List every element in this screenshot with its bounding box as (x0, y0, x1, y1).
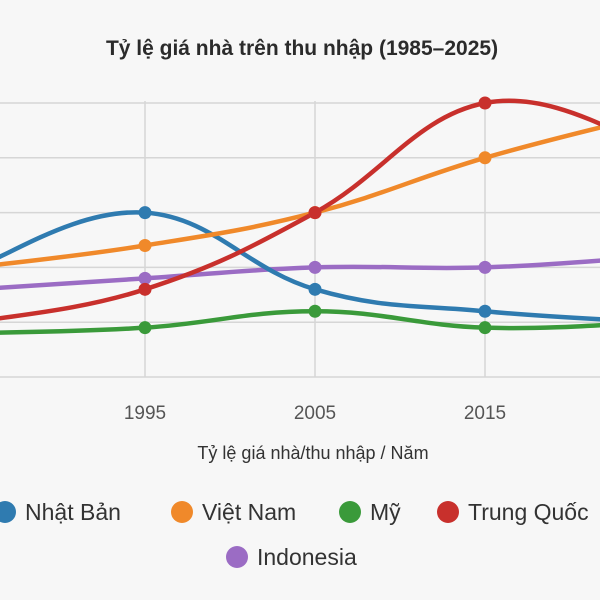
series-line (0, 125, 600, 267)
data-point (138, 321, 152, 335)
data-point (138, 238, 152, 252)
horizontal-gridlines (0, 102, 600, 378)
legend: Nhật Bản Việt Nam Mỹ Trung Quốc Indonesia (0, 499, 589, 570)
legend-swatch (339, 501, 361, 523)
legend-swatch (171, 501, 193, 523)
x-axis-tick-labels: 1995 2005 2015 (124, 403, 506, 424)
x-tick-label: 2015 (464, 403, 506, 424)
data-point (478, 304, 492, 318)
legend-label: Nhật Bản (25, 499, 121, 525)
x-axis-label: Tỷ lệ giá nhà/thu nhập / Năm (197, 443, 428, 463)
legend-swatch (437, 501, 459, 523)
data-point (308, 260, 322, 274)
x-tick-label: 1995 (124, 403, 166, 424)
data-point (478, 321, 492, 335)
data-point (478, 151, 492, 165)
series-line (0, 98, 600, 321)
data-point (138, 271, 152, 285)
data-point (308, 282, 322, 296)
legend-swatch (0, 501, 16, 523)
legend-label: Indonesia (257, 544, 357, 570)
data-point (478, 96, 492, 110)
series-lines (0, 98, 600, 335)
series-points (138, 96, 492, 335)
data-point (308, 206, 322, 220)
data-point (308, 304, 322, 318)
chart-title: Tỷ lệ giá nhà trên thu nhập (1985–2025) (106, 37, 498, 60)
data-point (138, 206, 152, 220)
legend-label: Mỹ (370, 499, 401, 525)
x-tick-label: 2005 (294, 403, 336, 424)
legend-label: Việt Nam (202, 499, 296, 525)
data-point (478, 260, 492, 274)
legend-label: Trung Quốc (468, 499, 589, 525)
data-point (138, 282, 152, 296)
legend-swatch (226, 546, 248, 568)
